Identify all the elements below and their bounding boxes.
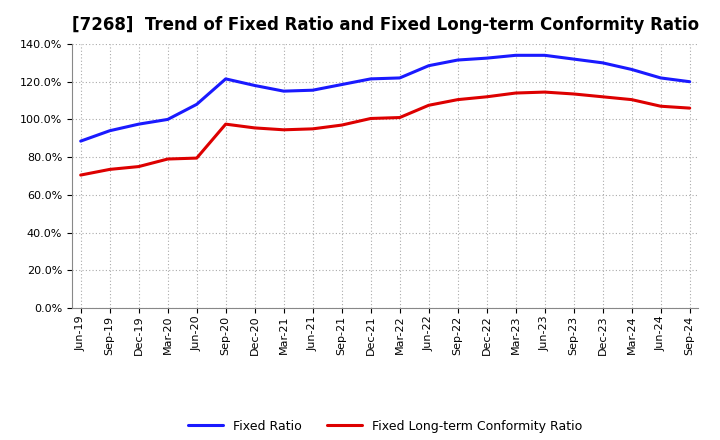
Fixed Long-term Conformity Ratio xyxy=(135,164,143,169)
Fixed Long-term Conformity Ratio xyxy=(279,127,288,132)
Fixed Ratio xyxy=(454,57,462,62)
Fixed Ratio xyxy=(135,121,143,127)
Fixed Ratio xyxy=(105,128,114,133)
Fixed Long-term Conformity Ratio xyxy=(511,90,520,95)
Fixed Ratio xyxy=(279,88,288,94)
Line: Fixed Long-term Conformity Ratio: Fixed Long-term Conformity Ratio xyxy=(81,92,690,175)
Fixed Ratio xyxy=(192,102,201,107)
Fixed Ratio xyxy=(308,88,317,93)
Fixed Ratio xyxy=(657,75,665,81)
Line: Fixed Ratio: Fixed Ratio xyxy=(81,55,690,141)
Fixed Long-term Conformity Ratio xyxy=(541,89,549,95)
Fixed Long-term Conformity Ratio xyxy=(105,167,114,172)
Fixed Ratio xyxy=(395,75,404,81)
Fixed Long-term Conformity Ratio xyxy=(657,103,665,109)
Fixed Ratio xyxy=(570,56,578,62)
Fixed Long-term Conformity Ratio xyxy=(192,155,201,161)
Fixed Ratio xyxy=(366,76,375,81)
Fixed Long-term Conformity Ratio xyxy=(570,92,578,97)
Fixed Long-term Conformity Ratio xyxy=(338,122,346,128)
Fixed Long-term Conformity Ratio xyxy=(395,115,404,120)
Fixed Ratio xyxy=(685,79,694,84)
Fixed Ratio xyxy=(338,82,346,87)
Fixed Long-term Conformity Ratio xyxy=(308,126,317,132)
Fixed Long-term Conformity Ratio xyxy=(482,94,491,99)
Fixed Ratio xyxy=(76,139,85,144)
Fixed Long-term Conformity Ratio xyxy=(627,97,636,102)
Fixed Long-term Conformity Ratio xyxy=(424,103,433,108)
Fixed Ratio xyxy=(511,53,520,58)
Fixed Long-term Conformity Ratio xyxy=(685,106,694,111)
Fixed Long-term Conformity Ratio xyxy=(163,156,172,161)
Fixed Long-term Conformity Ratio xyxy=(454,97,462,102)
Fixed Long-term Conformity Ratio xyxy=(221,121,230,127)
Fixed Ratio xyxy=(424,63,433,68)
Fixed Ratio xyxy=(598,60,607,66)
Title: [7268]  Trend of Fixed Ratio and Fixed Long-term Conformity Ratio: [7268] Trend of Fixed Ratio and Fixed Lo… xyxy=(71,16,699,34)
Fixed Long-term Conformity Ratio xyxy=(76,172,85,178)
Legend: Fixed Ratio, Fixed Long-term Conformity Ratio: Fixed Ratio, Fixed Long-term Conformity … xyxy=(183,414,588,437)
Fixed Ratio xyxy=(482,55,491,61)
Fixed Ratio xyxy=(627,67,636,72)
Fixed Long-term Conformity Ratio xyxy=(251,125,259,131)
Fixed Long-term Conformity Ratio xyxy=(598,94,607,99)
Fixed Ratio xyxy=(163,117,172,122)
Fixed Ratio xyxy=(251,83,259,88)
Fixed Ratio xyxy=(221,76,230,81)
Fixed Ratio xyxy=(541,53,549,58)
Fixed Long-term Conformity Ratio xyxy=(366,116,375,121)
